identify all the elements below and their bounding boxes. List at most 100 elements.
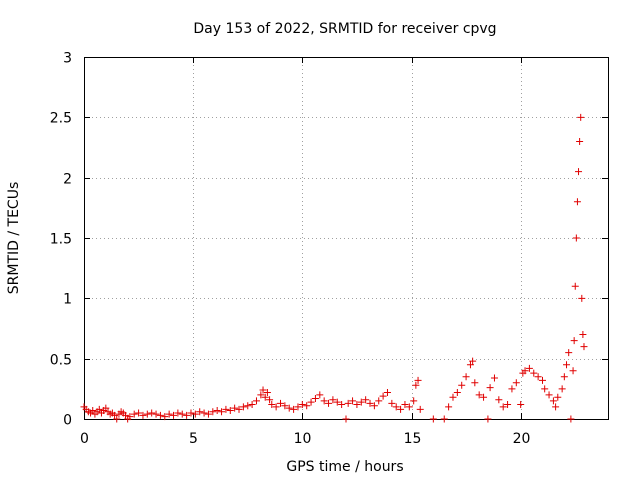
- data-point: [429, 415, 437, 423]
- data-point: [578, 294, 586, 302]
- data-point: [560, 373, 568, 381]
- data-point: [130, 410, 138, 418]
- data-point: [342, 415, 350, 423]
- data-point: [311, 394, 319, 402]
- data-point: [410, 397, 418, 405]
- data-point: [161, 413, 169, 421]
- y-tick-label: 1.5: [50, 232, 72, 248]
- data-point: [316, 391, 324, 399]
- data-point: [539, 376, 546, 384]
- data-point: [563, 361, 571, 369]
- data-points: [80, 113, 588, 423]
- data-point: [261, 393, 269, 401]
- data-point: [170, 411, 178, 419]
- data-point: [580, 343, 588, 351]
- axis-ticks: 0 5 10 15 20 0 0.5 1 1.5 2 2.5 3: [50, 51, 608, 447]
- data-point: [204, 410, 212, 418]
- data-point: [298, 401, 306, 409]
- data-point: [303, 402, 311, 410]
- x-tick-label: 5: [189, 431, 198, 447]
- data-point: [495, 396, 503, 404]
- data-point: [480, 393, 488, 401]
- data-point: [281, 402, 289, 410]
- data-point: [379, 392, 387, 400]
- data-point: [268, 401, 276, 409]
- y-axis-label: SRMTID / TECUs: [6, 182, 22, 295]
- data-point: [338, 401, 346, 409]
- data-point: [257, 391, 265, 399]
- data-point: [504, 401, 512, 409]
- data-point: [440, 415, 448, 423]
- data-point: [397, 405, 405, 413]
- data-point: [152, 410, 160, 418]
- data-point: [534, 373, 542, 381]
- chart-title: Day 153 of 2022, SRMTID for receiver cpv…: [193, 21, 496, 37]
- data-point: [349, 397, 357, 405]
- data-point: [388, 399, 396, 407]
- data-point: [113, 415, 121, 423]
- data-point: [196, 408, 204, 416]
- y-tick-label: 3: [63, 51, 72, 67]
- data-point: [178, 410, 186, 418]
- data-point: [366, 399, 374, 407]
- data-point: [549, 397, 557, 405]
- data-point: [213, 407, 221, 415]
- data-point: [541, 385, 549, 393]
- y-tick-label: 2: [63, 172, 72, 188]
- data-point: [405, 403, 413, 411]
- data-point: [471, 379, 479, 387]
- data-point: [248, 401, 256, 409]
- data-point: [209, 408, 217, 416]
- x-axis-label: GPS time / hours: [286, 459, 403, 475]
- data-point: [565, 349, 573, 357]
- data-point: [575, 168, 583, 176]
- data-point: [165, 410, 173, 418]
- data-point: [139, 411, 147, 419]
- data-point: [525, 364, 533, 372]
- data-point: [143, 410, 151, 418]
- data-point: [576, 137, 584, 145]
- data-point: [226, 407, 234, 415]
- data-point: [294, 403, 302, 411]
- data-point: [453, 388, 461, 396]
- data-point: [183, 411, 191, 419]
- data-point: [512, 379, 520, 387]
- data-point: [126, 413, 134, 421]
- data-point: [200, 409, 208, 417]
- data-point: [375, 397, 383, 405]
- data-point: [252, 397, 260, 405]
- data-point: [414, 376, 422, 384]
- data-point: [545, 391, 553, 399]
- data-point: [577, 113, 585, 121]
- data-point: [89, 407, 97, 415]
- data-point: [521, 367, 529, 375]
- data-point: [95, 405, 103, 413]
- data-point: [121, 411, 129, 419]
- x-tick-label: 20: [513, 431, 531, 447]
- data-point: [344, 399, 352, 407]
- x-tick-label: 0: [80, 431, 89, 447]
- data-point: [222, 405, 230, 413]
- data-point: [508, 385, 516, 393]
- data-point: [530, 369, 538, 377]
- data-point: [499, 403, 507, 411]
- data-point: [462, 373, 470, 381]
- data-point: [277, 399, 284, 407]
- y-tick-label: 2.5: [50, 111, 72, 127]
- data-point: [517, 401, 525, 409]
- data-point: [552, 403, 560, 411]
- data-point: [401, 401, 409, 409]
- data-point: [285, 404, 293, 412]
- data-point: [272, 403, 280, 411]
- x-tick-label: 15: [404, 431, 422, 447]
- data-point: [571, 282, 579, 290]
- data-point: [573, 198, 581, 206]
- data-point: [466, 361, 474, 369]
- data-point: [320, 397, 328, 405]
- data-point: [458, 381, 466, 389]
- data-point: [357, 398, 365, 406]
- data-point: [445, 403, 453, 411]
- data-point: [148, 409, 156, 417]
- data-point: [102, 404, 110, 412]
- data-point: [218, 408, 226, 416]
